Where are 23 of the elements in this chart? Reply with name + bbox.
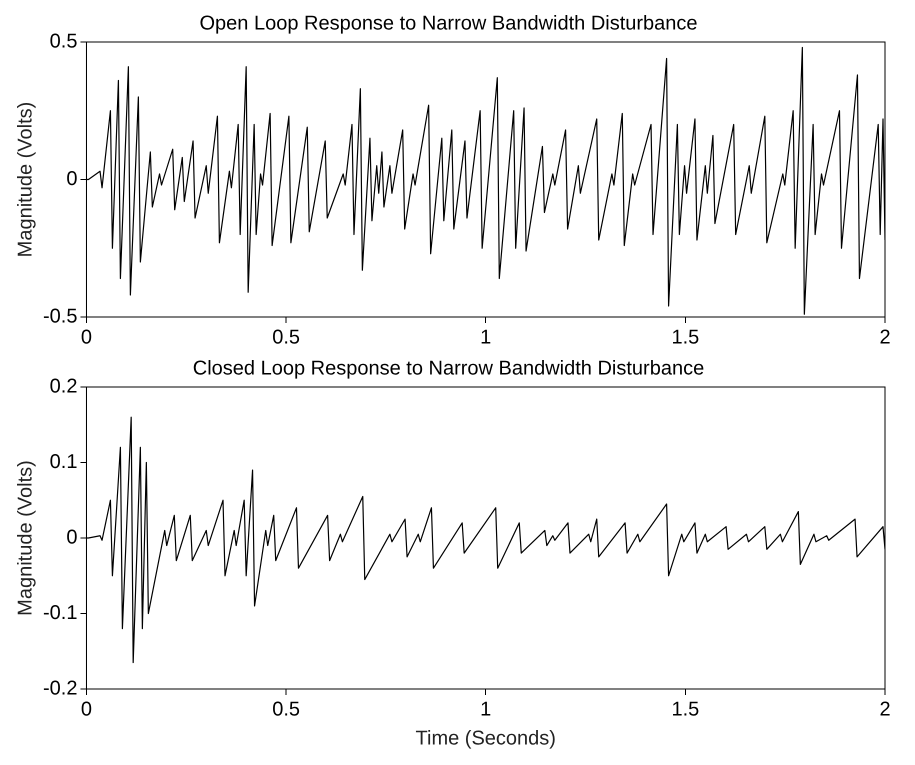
x-tick-label: 1.5 (671, 698, 700, 721)
x-tick-label: 2 (879, 326, 891, 349)
chart-title: Open Loop Response to Narrow Bandwidth Disturbance (199, 12, 698, 35)
y-axis-title: Magnitude (Volts) (14, 460, 37, 616)
y-tick-label: -0.1 (42, 602, 78, 624)
x-tick-label: 0.5 (272, 326, 300, 349)
y-tick-label: -0.2 (42, 678, 78, 700)
x-tick-label: 1 (480, 698, 492, 721)
x-tick-label: 0.5 (272, 698, 300, 721)
y-tick-label: 0.2 (50, 376, 78, 398)
y-tick-label: 0.5 (50, 30, 78, 53)
x-tick-label: 1 (480, 326, 492, 349)
x-axis-title: Time (Seconds) (416, 728, 556, 750)
y-tick-label: 0 (66, 168, 78, 190)
chart-title: Closed Loop Response to Narrow Bandwidth Disturbance (192, 358, 704, 380)
x-tick-label: 2 (879, 698, 891, 721)
x-tick-label: 0 (80, 326, 92, 349)
y-tick-label: 0 (66, 526, 78, 549)
y-axis-title: Magnitude (Volts) (14, 102, 37, 258)
x-tick-label: 0 (80, 698, 92, 721)
y-tick-label: 0.1 (50, 451, 78, 474)
y-tick-label: -0.5 (42, 306, 78, 328)
x-tick-label: 1.5 (671, 326, 700, 349)
